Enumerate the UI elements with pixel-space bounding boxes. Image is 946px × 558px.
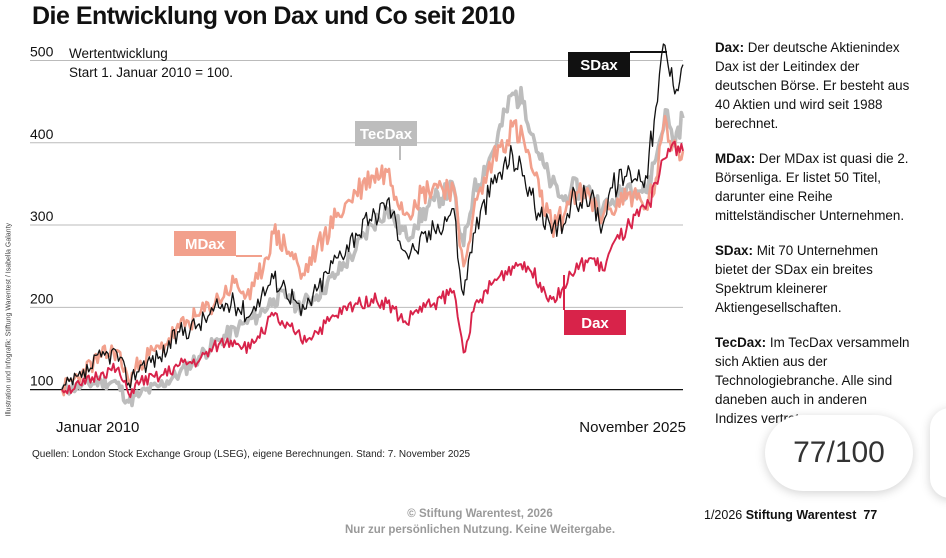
series-label-sdax: SDax: [580, 57, 618, 74]
series-line-dax: [61, 140, 684, 399]
label-box-tecdax: [355, 121, 417, 146]
note-text: Der MDax ist quasi die 2. Börsenliga. Er…: [715, 151, 909, 223]
x-start-label: Januar 2010: [56, 419, 139, 436]
note-text: Mit 70 Unternehmen bietet der SDax ein b…: [715, 243, 879, 315]
note-mdax: MDax: Der MDax ist quasi die 2. Börsenli…: [715, 149, 910, 225]
page-title: Die Entwicklung von Dax und Co seit 2010: [32, 2, 515, 30]
note-term: TecDax:: [715, 335, 767, 350]
footer-issue: 1/2026: [704, 508, 743, 522]
y-tick-label: 400: [30, 126, 54, 142]
y-tick-label: 300: [30, 208, 54, 224]
label-box-sdax: [568, 52, 630, 77]
note-tecdax: TecDax: Im TecDax versammeln sich Aktien…: [715, 333, 910, 428]
score-badge[interactable]: 77/100: [765, 415, 913, 491]
footer-page-number: 77: [863, 508, 878, 522]
label-box-dax: [564, 310, 626, 335]
copyright-line-2: Nur zur persönlichen Nutzung. Keine Weit…: [344, 524, 616, 536]
series-label-dax: Dax: [581, 315, 609, 332]
next-card-edge[interactable]: [930, 408, 946, 498]
copyright-line-1: © Stiftung Warentest, 2026: [407, 508, 553, 520]
note-text: Der deutsche Aktienindex Dax ist der Lei…: [715, 40, 910, 131]
y-tick-label: 500: [30, 43, 54, 59]
note-term: Dax:: [715, 40, 745, 55]
note-sdax: SDax: Mit 70 Unternehmen bietet der SDax…: [715, 241, 910, 317]
x-end-label: November 2025: [579, 419, 686, 436]
series-line-mdax: [60, 114, 685, 397]
chart-subtitle-2: Start 1. Januar 2010 = 100.: [69, 65, 233, 80]
y-tick-label: 100: [30, 373, 54, 389]
chart-subtitle-1: Wertentwicklung: [69, 46, 168, 61]
copyright-watermark: © Stiftung Warentest, 2026 Nur zur persö…: [330, 506, 630, 538]
series-line-sdax: [61, 43, 684, 390]
note-term: MDax:: [715, 151, 756, 166]
source-note: Quellen: London Stock Exchange Group (LS…: [32, 449, 471, 460]
page-footer: 1/2026 Stiftung Warentest 77: [704, 508, 877, 522]
series-label-mdax: MDax: [185, 236, 226, 253]
note-term: SDax:: [715, 243, 753, 258]
y-tick-label: 200: [30, 290, 54, 306]
label-box-mdax: [174, 231, 236, 256]
footer-brand: Stiftung Warentest: [745, 508, 857, 522]
side-notes: Dax: Der deutsche Aktienindex Dax ist de…: [715, 38, 910, 444]
note-dax: Dax: Der deutsche Aktienindex Dax ist de…: [715, 38, 910, 133]
series-label-tecdax: TecDax: [360, 126, 413, 143]
